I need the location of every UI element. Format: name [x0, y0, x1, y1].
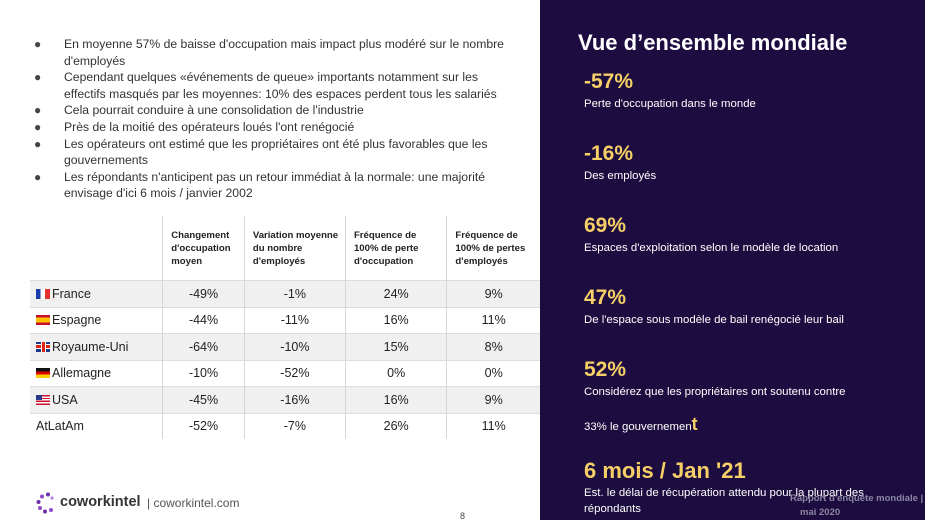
stat-label-line: 33% le gouvernemen [584, 421, 692, 433]
bullet-icon: ● [34, 169, 42, 184]
table-row: Allemagne -10% -52% 0% 0% [30, 360, 540, 387]
summary-panel: Vue d’ensemble mondiale -57% Perte d'occ… [540, 0, 925, 520]
stat-block: 6 mois / Jan '21 Est. le délai de récupé… [584, 459, 904, 517]
brand-name: coworkintel [60, 494, 141, 510]
page-number: 8 [460, 511, 466, 521]
stat-label: Des employés [584, 170, 657, 182]
country-name: Allemagne [52, 366, 112, 381]
bullet-item: ● En moyenne 57% de baisse d'occupation m… [34, 37, 504, 68]
table-cell: -7% [243, 413, 346, 439]
bullet-item: ● Les opérateurs ont estimé que les propr… [34, 136, 488, 168]
table-cell: 8% [446, 333, 540, 360]
country-name: AtLatAm [36, 419, 84, 434]
table-cell: -10% [162, 360, 245, 387]
bullet-icon: ● [34, 70, 42, 85]
stat-block: 69% Espaces d'exploitation selon le modè… [584, 214, 904, 256]
table-row: Espagne -44% -11% 16% 11% [30, 307, 540, 334]
de-flag-icon [36, 368, 50, 379]
stat-block: -57% Perte d'occupation dans le monde [584, 70, 904, 112]
table-cell: 0% [344, 360, 447, 387]
table-cell: 26% [344, 413, 447, 439]
header-occupancy-change: Changement d'occupation moyen [162, 216, 245, 281]
table-cell: -64% [162, 333, 245, 360]
table-cell: 11% [446, 413, 540, 439]
table-cell: 9% [446, 386, 540, 413]
us-flag-icon [36, 394, 50, 405]
table-cell: -44% [162, 307, 245, 334]
header-country [30, 216, 163, 281]
stat-label: De l'espace sous modèle de bail renégoci… [584, 314, 844, 326]
table-cell: -52% [162, 413, 245, 439]
table-cell: 15% [344, 333, 447, 360]
bullet-icon: ● [34, 103, 42, 118]
bullet-item: ● Cependant quelques «événements de queue… [34, 70, 497, 101]
country-name: Royaume-Uni [52, 339, 129, 354]
coworkintel-logo-icon [36, 492, 54, 514]
table-cell: -16% [243, 386, 346, 413]
table-cell: -49% [162, 280, 245, 307]
stat-value: 52% [584, 358, 627, 381]
content-area: ● En moyenne 57% de baisse d'occupation m… [30, 36, 540, 521]
country-name: France [52, 286, 91, 301]
table-header-row: Changement d'occupation moyen Variation … [30, 216, 540, 281]
table-cell: -1% [243, 280, 346, 307]
report-caption: Rapport d'enquête mondiale | Impact de C… [790, 492, 925, 520]
bullet-list: ● En moyenne 57% de baisse d'occupation m… [34, 36, 504, 202]
stat-block: -16% Des employés [584, 142, 904, 184]
table-cell: -45% [162, 386, 245, 413]
table-row: Royaume-Uni -64% -10% 15% 8% [30, 333, 540, 360]
uk-flag-icon [36, 341, 50, 352]
es-flag-icon [36, 315, 50, 326]
table-cell: -11% [243, 307, 346, 334]
stat-label: Considérez que les propriétaires ont sou… [584, 384, 904, 435]
stat-label: Est. le délai de récupération attendu po… [584, 487, 864, 515]
table-cell: 11% [446, 307, 540, 334]
table-cell: 16% [344, 386, 447, 413]
stat-label: Espaces d'exploitation selon le modèle d… [584, 242, 839, 254]
table-cell: 16% [344, 307, 447, 334]
stat-label-tail: t [691, 414, 698, 434]
country-name: Espagne [52, 313, 102, 328]
stat-block: 47% De l'espace sous modèle de bail rené… [584, 286, 904, 328]
stat-label-line: Considérez que les propriétaires ont sou… [584, 386, 846, 398]
header-employee-loss-frequency: Fréquence de 100% de pertes d'employés [446, 216, 540, 281]
fr-flag-icon [36, 288, 50, 299]
report-line: Rapport d'enquête mondiale | Impact de C… [790, 493, 925, 504]
panel-title: Vue d’ensemble mondiale [578, 30, 848, 55]
table-row: USA -45% -16% 16% 9% [30, 386, 540, 413]
website-link[interactable]: | coworkintel.com [147, 496, 240, 510]
bullet-icon: ● [34, 37, 42, 51]
bullet-item: ● Les répondants n'anticipent pas un reto… [34, 169, 486, 201]
table-cell: 0% [446, 360, 540, 387]
table-row: France -49% -1% 24% 9% [30, 280, 540, 307]
bullet-icon: ● [34, 119, 42, 134]
stat-value: -57% [584, 70, 634, 93]
bullet-item: ● Près de la moitié des opérateurs loués … [34, 119, 355, 134]
bullet-icon: ● [34, 136, 42, 151]
bullet-item: ● Cela pourrait conduire à une consolidat… [34, 103, 364, 118]
stat-value: 47% [584, 286, 627, 309]
table-cell: 9% [446, 280, 540, 307]
stat-block: 52% Considérez que les propriétaires ont… [584, 358, 904, 435]
table-cell: -52% [243, 360, 346, 387]
stat-label: Perte d'occupation dans le monde [584, 98, 756, 110]
header-occupancy-loss-frequency: Fréquence de 100% de perte d'occupation [344, 216, 447, 281]
stat-value: 69% [584, 214, 627, 237]
report-line: mai 2020 [800, 507, 841, 518]
table-cell: -10% [243, 333, 346, 360]
results-table: Changement d'occupation moyen Variation … [30, 216, 540, 439]
country-name: USA [52, 392, 78, 407]
stat-value: -16% [584, 142, 634, 165]
header-employee-variation: Variation moyenne du nombre d'employés [243, 216, 346, 281]
table-row: AtLatAm -52% -7% 26% 11% [30, 413, 540, 439]
table-cell: 24% [344, 280, 447, 307]
stat-value: 6 mois / Jan '21 [584, 458, 746, 483]
